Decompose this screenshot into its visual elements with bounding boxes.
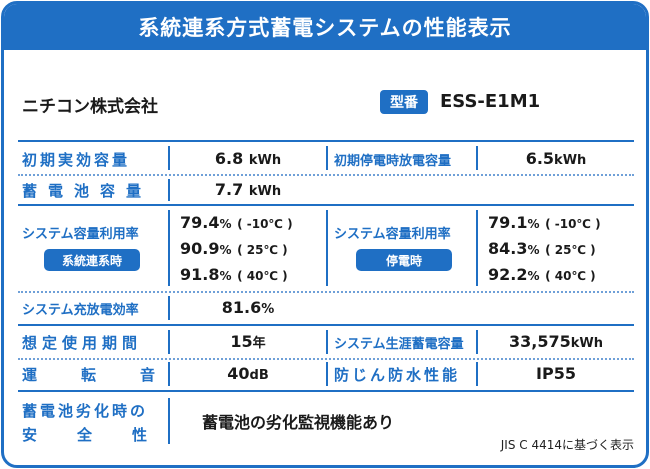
battery-capacity-label: 蓄電池容量 bbox=[22, 182, 153, 200]
divider bbox=[326, 146, 328, 170]
divider bbox=[168, 362, 170, 386]
divider bbox=[168, 330, 170, 354]
divider bbox=[168, 296, 170, 320]
outage-tag: 停電時 bbox=[356, 249, 452, 271]
divider bbox=[326, 362, 328, 386]
charge-efficiency-label: システム充放電効率 bbox=[22, 303, 139, 318]
divider bbox=[476, 330, 478, 354]
waterproof-label: 防じん防水性能 bbox=[334, 366, 461, 384]
divider bbox=[18, 174, 634, 176]
waterproof-value: IP55 bbox=[536, 364, 576, 383]
divider bbox=[18, 324, 634, 326]
noise-value: 40dB bbox=[227, 364, 269, 383]
expected-life-value: 15年 bbox=[230, 332, 266, 351]
battery-capacity-value: 7.7 kWh bbox=[214, 180, 282, 199]
jis-note: JIS C 4414に基づく表示 bbox=[500, 438, 634, 452]
lifetime-storage-value: 33,575kWh bbox=[509, 332, 603, 351]
utilization-outage-line: 92.2% ( 40℃ ) bbox=[488, 265, 596, 284]
divider bbox=[168, 146, 170, 170]
divider bbox=[18, 390, 634, 392]
divider bbox=[476, 210, 478, 286]
divider bbox=[168, 210, 170, 286]
utilization-grid-line: 91.8% ( 40℃ ) bbox=[180, 265, 288, 284]
noise-label: 運転音 bbox=[22, 366, 200, 384]
page-title: 系統連系方式蓄電システムの性能表示 bbox=[4, 4, 646, 50]
divider bbox=[476, 146, 478, 170]
divider bbox=[168, 179, 170, 201]
initial-outage-capacity-label: 初期停電時放電容量 bbox=[334, 154, 452, 169]
divider bbox=[476, 362, 478, 386]
divider bbox=[18, 204, 634, 206]
degradation-value: 蓄電池の劣化監視機能あり bbox=[202, 413, 395, 432]
maker-name: ニチコン株式会社 bbox=[22, 97, 158, 117]
expected-life-label: 想定使用期間 bbox=[22, 334, 143, 352]
degradation-label-line2: 安全性 bbox=[22, 426, 188, 444]
divider bbox=[326, 210, 328, 286]
utilization-grid-line: 90.9% ( 25℃ ) bbox=[180, 239, 288, 258]
charge-efficiency-value: 81.6% bbox=[221, 298, 275, 317]
utilization-outage-line: 84.3% ( 25℃ ) bbox=[488, 239, 596, 258]
initial-capacity-label: 初期実効容量 bbox=[22, 151, 131, 169]
lifetime-storage-label: システム生涯蓄電容量 bbox=[334, 337, 464, 352]
initial-outage-capacity-value: 6.5kWh bbox=[525, 149, 587, 168]
divider bbox=[18, 140, 634, 142]
grid-connected-tag: 系統連系時 bbox=[44, 249, 140, 271]
model-badge: 型番 bbox=[380, 90, 428, 114]
utilization-grid-label: システム容量利用率 bbox=[22, 227, 139, 242]
degradation-label-line1: 蓄電池劣化時の bbox=[22, 402, 149, 420]
divider bbox=[18, 291, 634, 293]
initial-capacity-value: 6.8 kWh bbox=[214, 149, 282, 168]
divider bbox=[168, 398, 170, 444]
divider bbox=[326, 330, 328, 354]
model-number: ESS-E1M1 bbox=[440, 91, 541, 112]
utilization-outage-line: 79.1% ( -10℃ ) bbox=[488, 213, 601, 232]
divider bbox=[18, 358, 634, 360]
utilization-outage-label: システム容量利用率 bbox=[334, 227, 451, 242]
utilization-grid-line: 79.4% ( -10℃ ) bbox=[180, 213, 293, 232]
